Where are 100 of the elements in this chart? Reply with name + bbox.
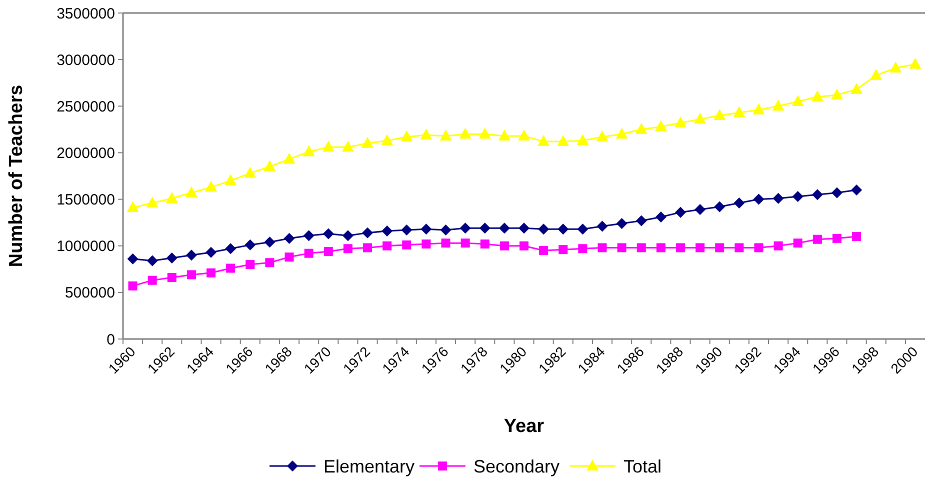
point xyxy=(440,129,452,140)
point xyxy=(422,239,431,248)
point xyxy=(302,145,315,156)
point xyxy=(598,243,607,252)
point xyxy=(714,108,726,120)
point xyxy=(694,204,706,216)
point xyxy=(656,243,666,252)
point xyxy=(343,244,352,254)
point xyxy=(870,68,882,80)
point xyxy=(226,264,236,273)
y-tick-label: 3500000 xyxy=(56,5,115,22)
point xyxy=(752,103,765,114)
point xyxy=(342,230,354,242)
y-axis-title: Number of Teachers xyxy=(6,84,27,268)
point xyxy=(264,160,276,172)
point xyxy=(694,112,706,124)
point xyxy=(264,236,276,248)
point xyxy=(616,218,628,230)
legend-label: Total xyxy=(624,456,662,476)
point xyxy=(186,250,197,261)
point xyxy=(206,268,216,278)
point xyxy=(696,243,705,252)
point xyxy=(774,241,783,250)
y-tick-label: 1500000 xyxy=(56,192,115,209)
point xyxy=(830,88,843,100)
point xyxy=(538,135,550,146)
point xyxy=(185,186,198,198)
point xyxy=(265,258,274,268)
point xyxy=(342,140,354,152)
point xyxy=(617,243,626,252)
point xyxy=(577,224,588,235)
point xyxy=(852,232,862,242)
point xyxy=(636,243,646,252)
point xyxy=(246,260,255,269)
point xyxy=(518,129,530,140)
point xyxy=(284,252,294,262)
point xyxy=(303,230,314,242)
point xyxy=(324,246,333,256)
point xyxy=(126,201,139,212)
point xyxy=(635,122,648,134)
legend-label: Secondary xyxy=(474,456,560,476)
y-tick-label: 2500000 xyxy=(56,98,115,116)
point xyxy=(166,252,178,264)
point xyxy=(146,255,158,266)
point xyxy=(480,239,490,248)
point xyxy=(792,190,804,202)
point xyxy=(420,128,432,140)
point xyxy=(283,152,296,164)
point xyxy=(322,228,334,240)
point xyxy=(674,206,686,218)
y-tick-label: 500000 xyxy=(64,284,115,302)
point xyxy=(636,215,647,226)
point xyxy=(498,129,510,140)
point xyxy=(850,82,863,94)
point xyxy=(772,192,784,204)
point xyxy=(558,224,569,235)
point xyxy=(539,246,548,256)
point xyxy=(754,243,764,252)
point xyxy=(520,241,528,250)
point xyxy=(128,281,138,290)
point xyxy=(676,243,685,252)
point xyxy=(441,238,450,248)
point xyxy=(284,232,295,244)
point xyxy=(715,243,724,252)
point xyxy=(166,192,178,203)
y-tick-label: 3000000 xyxy=(56,52,115,69)
point xyxy=(362,136,374,148)
point xyxy=(363,243,372,252)
x-axis-title: Year xyxy=(504,416,545,437)
point xyxy=(674,116,686,128)
point xyxy=(558,245,568,254)
point xyxy=(500,241,509,250)
point xyxy=(322,140,334,152)
point xyxy=(148,276,157,285)
point xyxy=(479,222,490,234)
point xyxy=(890,61,902,72)
y-tick-label: 1000000 xyxy=(56,238,115,256)
point xyxy=(832,234,842,243)
point xyxy=(616,128,628,139)
point xyxy=(518,222,530,234)
point xyxy=(402,240,412,250)
point xyxy=(186,270,196,280)
point xyxy=(401,224,412,236)
point xyxy=(538,224,550,235)
point xyxy=(381,134,394,146)
point xyxy=(304,248,314,258)
point xyxy=(382,225,393,236)
point xyxy=(811,90,824,102)
point xyxy=(792,94,804,106)
point xyxy=(734,243,744,252)
point xyxy=(224,174,237,186)
point xyxy=(146,196,158,208)
point xyxy=(440,224,452,236)
point xyxy=(576,134,589,146)
point xyxy=(578,244,588,254)
point xyxy=(420,224,432,235)
point xyxy=(753,194,764,205)
point xyxy=(459,128,472,139)
point xyxy=(733,106,746,118)
point xyxy=(478,128,491,139)
